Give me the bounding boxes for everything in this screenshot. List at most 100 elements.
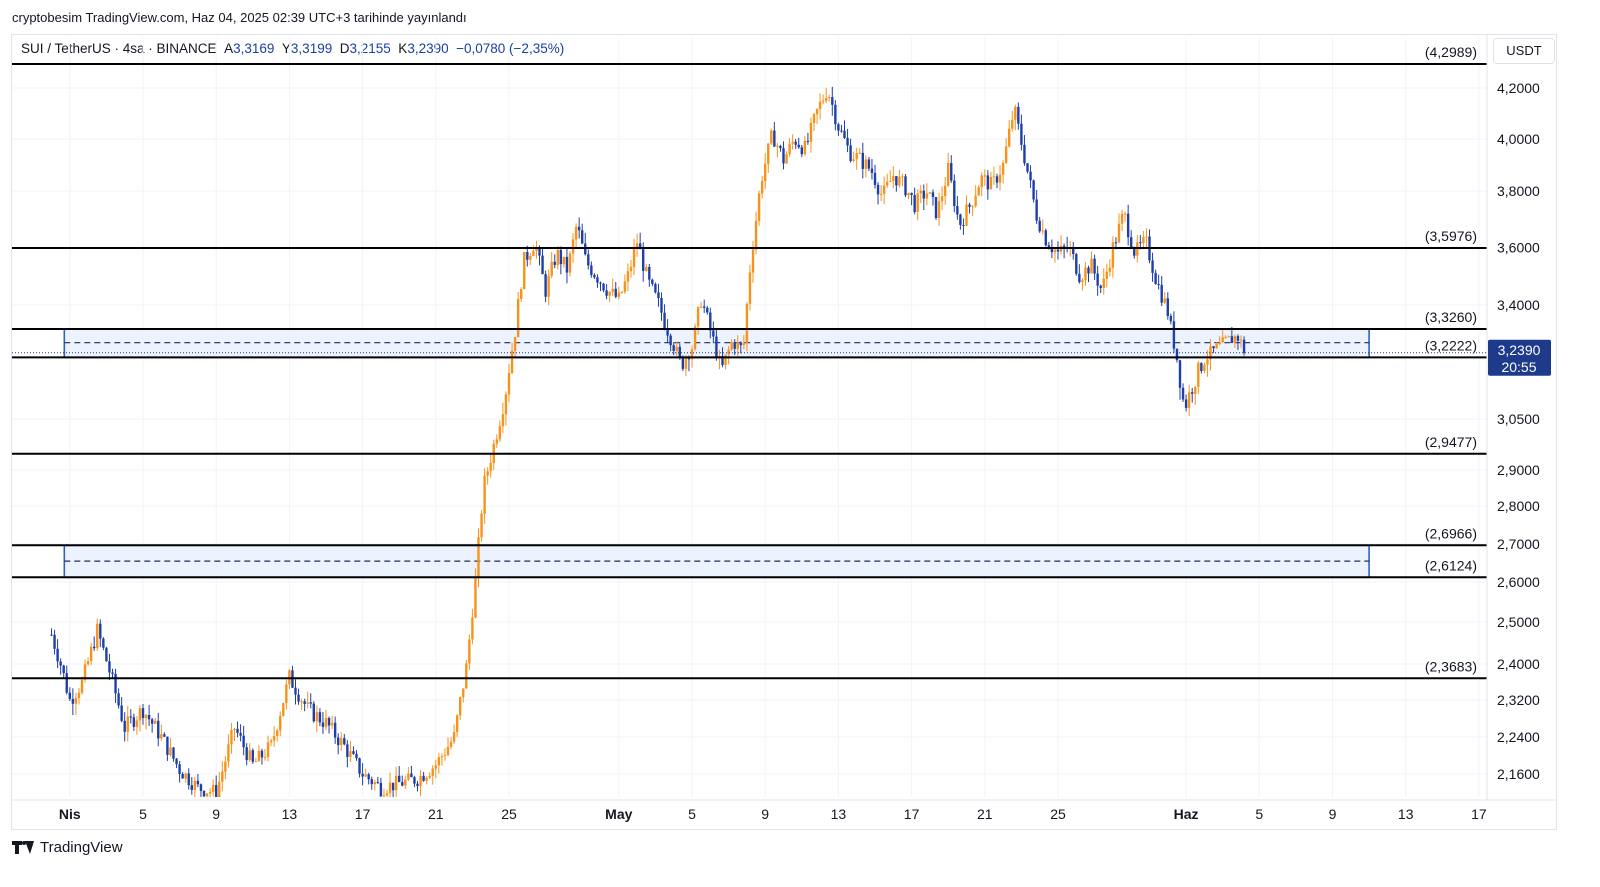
candle-body bbox=[608, 291, 611, 296]
candle-body bbox=[306, 702, 309, 704]
candle-body bbox=[776, 145, 779, 147]
chart-frame bbox=[11, 34, 1557, 830]
candle-body bbox=[361, 773, 364, 777]
candle-body bbox=[886, 181, 889, 186]
candle-body bbox=[730, 342, 733, 350]
candle-body bbox=[1169, 315, 1173, 322]
candle-body bbox=[986, 175, 990, 190]
candle-body bbox=[1062, 245, 1066, 248]
candle-body bbox=[809, 122, 813, 142]
candle-body bbox=[150, 719, 154, 724]
x-tick-label: 5 bbox=[1255, 806, 1263, 822]
candle-body bbox=[605, 290, 608, 296]
candle-body bbox=[257, 750, 261, 762]
legend-symbol[interactable]: SUI / TetherUS · 4sa · BINANCE bbox=[21, 41, 217, 56]
candle-body bbox=[934, 197, 938, 219]
candle-body bbox=[208, 791, 212, 794]
candle-body bbox=[1178, 360, 1182, 388]
candle-body bbox=[425, 777, 428, 781]
y-tick-label: 3,4000 bbox=[1497, 297, 1540, 313]
candle-body bbox=[227, 744, 230, 762]
candle-body bbox=[132, 717, 136, 727]
legend-high-label: Y bbox=[281, 41, 291, 56]
candle-body bbox=[1004, 146, 1008, 163]
candle-body bbox=[419, 775, 422, 787]
candle-body bbox=[699, 306, 703, 308]
candle-body bbox=[843, 130, 846, 138]
candle-body bbox=[922, 190, 925, 199]
candle-body bbox=[785, 154, 788, 164]
candle-body bbox=[706, 307, 709, 313]
candle-body bbox=[721, 356, 724, 365]
candle-body bbox=[1102, 278, 1105, 288]
candle-body bbox=[1166, 298, 1169, 316]
candle-body bbox=[126, 716, 129, 732]
candle-body bbox=[205, 793, 209, 797]
candle-body bbox=[285, 684, 288, 704]
candle-body bbox=[169, 747, 172, 755]
y-tick-label: 2,6000 bbox=[1497, 574, 1540, 590]
candle-body bbox=[773, 130, 776, 147]
candle-body bbox=[1126, 213, 1130, 238]
candle-body bbox=[821, 100, 825, 102]
candle-body bbox=[303, 701, 306, 704]
candle-body bbox=[1008, 128, 1011, 147]
candle-body bbox=[68, 692, 71, 699]
candle-body bbox=[681, 356, 685, 369]
candle-body bbox=[626, 271, 630, 282]
axes: 2,1600 2,2400 2,3200 2,4000 2,5000 2,6000 2,70… bbox=[12, 35, 1556, 822]
x-tick-label: Haz bbox=[1174, 806, 1199, 822]
candle-body bbox=[80, 679, 84, 693]
candle-body bbox=[1020, 123, 1023, 145]
candle-body bbox=[889, 181, 892, 183]
candle-body bbox=[581, 230, 584, 244]
candle-body bbox=[1130, 237, 1133, 248]
candle-body bbox=[1239, 339, 1243, 341]
candle-body bbox=[898, 176, 901, 186]
candle-body bbox=[340, 738, 343, 746]
candle-body bbox=[269, 740, 273, 743]
candle-body bbox=[1172, 321, 1176, 349]
candle-body bbox=[437, 757, 441, 766]
candle-body bbox=[233, 728, 236, 731]
candle-body bbox=[1072, 247, 1075, 254]
candle-body bbox=[983, 175, 986, 177]
candle-body bbox=[144, 714, 148, 719]
candle-body bbox=[486, 471, 489, 476]
candle-body bbox=[611, 288, 614, 292]
candle-body bbox=[998, 174, 1002, 183]
candle-body bbox=[318, 712, 322, 723]
candle-body bbox=[74, 698, 78, 704]
candle-body bbox=[300, 701, 303, 703]
candle-body bbox=[297, 694, 300, 702]
currency-selector[interactable]: USDT bbox=[1493, 38, 1555, 64]
brand-name: TradingView bbox=[40, 839, 123, 856]
candle-body bbox=[248, 750, 251, 761]
candle-body bbox=[1038, 220, 1041, 232]
tradingview-logo[interactable]: TradingView bbox=[12, 839, 123, 856]
candle-body bbox=[1111, 242, 1115, 268]
candle-body bbox=[102, 638, 105, 648]
candle-body bbox=[675, 346, 678, 351]
candle-body bbox=[779, 145, 782, 149]
candle-body bbox=[1218, 342, 1221, 345]
x-tick-label: May bbox=[605, 806, 632, 822]
candle-body bbox=[742, 342, 746, 346]
candle-body bbox=[815, 109, 819, 115]
symbol-legend[interactable]: SUI / TetherUS · 4sa · BINANCE A 3,3169 Y… bbox=[21, 41, 564, 56]
candle-body bbox=[1200, 362, 1203, 372]
candle-body bbox=[358, 758, 361, 774]
candle-body bbox=[93, 646, 96, 649]
candle-body bbox=[114, 673, 117, 694]
candle-body bbox=[599, 282, 602, 284]
candle-body bbox=[1215, 344, 1218, 349]
candle-body bbox=[279, 716, 282, 731]
candle-body bbox=[1187, 392, 1191, 408]
candle-body bbox=[276, 730, 279, 737]
candle-body bbox=[559, 249, 563, 265]
candle-body bbox=[172, 747, 175, 759]
candle-body bbox=[931, 192, 935, 198]
candle-body bbox=[501, 414, 505, 427]
candle-body bbox=[806, 140, 810, 142]
